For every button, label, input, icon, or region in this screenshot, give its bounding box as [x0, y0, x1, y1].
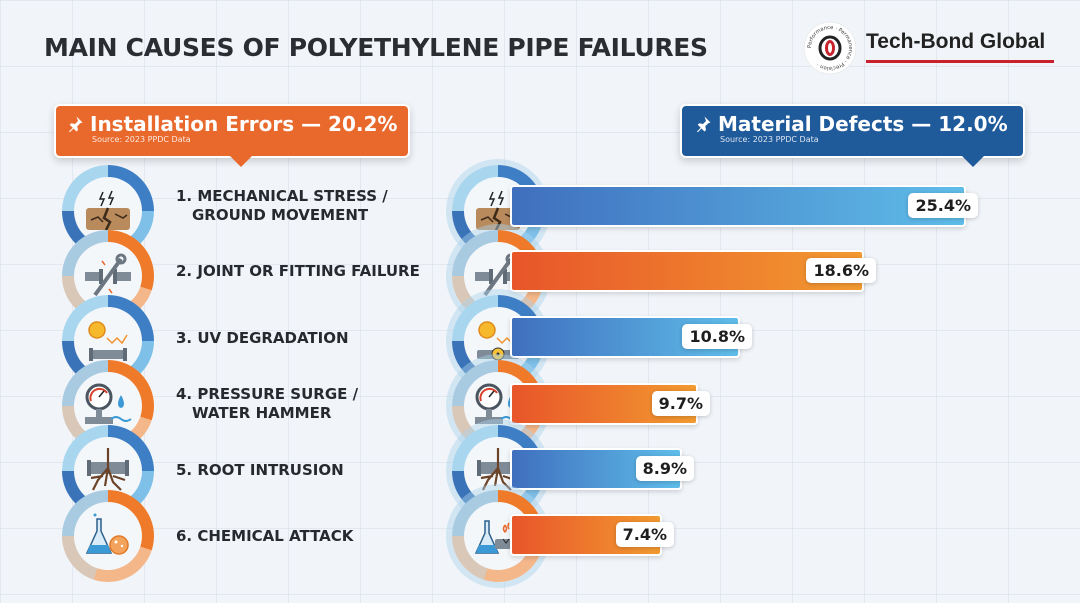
bar-mechanical-stress: 25.4%: [510, 185, 978, 227]
pressure-gauge-water-icon: [85, 383, 132, 424]
cause-4-label: 4. PRESSURE SURGE / WATER HAMMER: [176, 385, 359, 422]
callout-label: Installation Errors — 20.2%: [90, 112, 398, 136]
cause-2-label: 2. JOINT OR FITTING FAILURE: [176, 262, 420, 280]
cause-1-label: 1. MECHANICAL STRESS / GROUND MOVEMENT: [176, 187, 388, 224]
bar-uv-degradation: 10.8%: [510, 316, 752, 358]
callout-pointer: [962, 156, 984, 167]
material-defects-callout: Material Defects — 12.0% Source: 2023 PP…: [680, 104, 1025, 167]
value-label: 18.6%: [806, 258, 876, 283]
value-label: 8.9%: [635, 456, 694, 481]
brand-underline: [866, 60, 1054, 63]
callout-pointer: [230, 156, 252, 167]
flask-corroded-pipe-icon: [474, 520, 519, 554]
callout-label: Material Defects — 12.0%: [718, 112, 1008, 136]
bar-root-intrusion: 8.9%: [510, 448, 694, 490]
value-label: 25.4%: [908, 193, 978, 218]
sun-pipe-icon: [88, 321, 128, 361]
cracked-ground-icon: [86, 190, 130, 231]
bar-pressure-surge: 9.7%: [510, 383, 710, 425]
brand-name: Tech-Bond Global: [866, 30, 1046, 53]
cracked-ground-icon: [476, 190, 520, 231]
pin-icon: [66, 115, 84, 133]
bar-chemical-attack: 7.4%: [510, 514, 674, 556]
pin-icon: [694, 115, 712, 133]
callout-source: Source: 2023 PPDC Data: [720, 135, 819, 144]
value-label: 9.7%: [651, 391, 710, 416]
broken-joint-wrench-icon: [85, 253, 131, 297]
cause-5-label: 5. ROOT INTRUSION: [176, 461, 344, 479]
bar-6-icon-ring: [452, 490, 544, 582]
roots-pipe-icon: [87, 448, 129, 491]
value-label: 7.4%: [615, 522, 674, 547]
page-title: MAIN CAUSES OF POLYETHYLENE PIPE FAILURE…: [44, 33, 708, 62]
installation-errors-callout: Installation Errors — 20.2% Source: 2023…: [54, 104, 410, 167]
cause-6-icon-ring: [62, 490, 154, 582]
callout-source: Source: 2023 PPDC Data: [92, 135, 191, 144]
flask-chemical-icon: [85, 513, 129, 555]
cause-6-label: 6. CHEMICAL ATTACK: [176, 527, 354, 545]
brand-logo-block: Performance · Permanence · Precision · T…: [802, 20, 1062, 82]
value-label: 10.8%: [682, 324, 752, 349]
cause-3-label: 3. UV DEGRADATION: [176, 329, 349, 347]
tech-bond-logo-icon: Performance · Permanence · Precision ·: [803, 21, 857, 75]
bar-joint-fitting-failure: 18.6%: [510, 250, 876, 292]
